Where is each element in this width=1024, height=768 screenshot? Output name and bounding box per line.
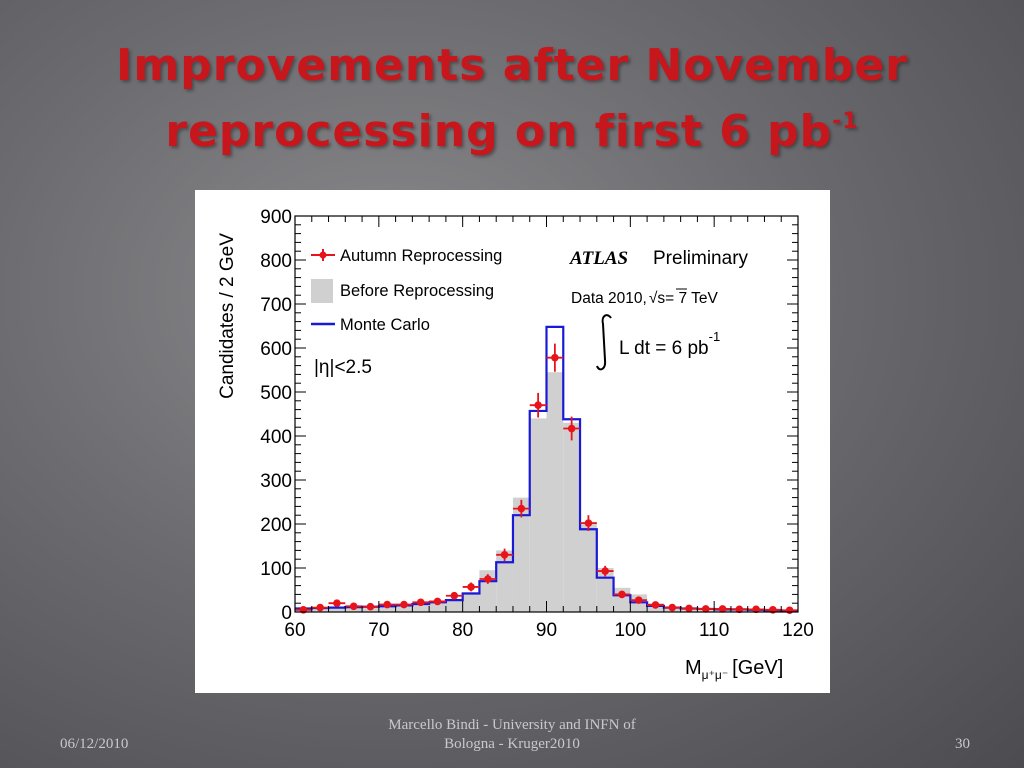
autumn-point [500, 551, 509, 559]
preliminary-label: Preliminary [653, 248, 749, 269]
x-tick-label: 60 [284, 620, 305, 641]
before-bar [378, 605, 396, 612]
y-tick-label: 500 [260, 383, 292, 404]
autumn-point [718, 605, 727, 613]
before-bar [596, 568, 614, 612]
x-axis-label-main: M [685, 657, 702, 679]
autumn-point [366, 602, 375, 611]
integral-symbol [596, 314, 612, 371]
before-bar [328, 606, 346, 612]
autumn-point [450, 591, 459, 600]
autumn-point [316, 603, 324, 612]
autumn-point [484, 575, 492, 583]
footer-date: 06/12/2010 [60, 736, 129, 752]
x-tick-label: 70 [368, 620, 389, 641]
autumn-point [416, 598, 425, 607]
atlas-label: ATLAS [569, 248, 628, 269]
sqrt-s-text: s= 7 TeV [657, 290, 718, 307]
autumn-point [333, 599, 341, 607]
plot-panel: 60 70 80 90 100 110 120 0 100 200 300 400 500 600 700 8… [195, 190, 830, 693]
x-axis-label: Mμ⁺μ⁻ [GeV] [685, 657, 783, 682]
before-bar [462, 592, 480, 612]
page-number: 30 [955, 736, 970, 752]
autumn-point [601, 567, 609, 575]
slide-title: Improvements after November reprocessing… [0, 38, 1024, 160]
lumi-sup: -1 [709, 329, 721, 344]
autumn-point [685, 604, 693, 613]
legend-label-mc: Monte Carlo [340, 316, 430, 334]
x-tick-label: 110 [699, 620, 729, 641]
y-tick-label: 300 [260, 471, 292, 492]
legend-label-before: Before Reprocessing [340, 282, 494, 300]
autumn-point [701, 605, 710, 613]
autumn-point [584, 519, 593, 527]
autumn-point [567, 424, 576, 433]
slide-title-sup: -1 [832, 109, 859, 134]
y-tick-label: 100 [260, 559, 292, 580]
before-bar [429, 601, 446, 612]
y-tick-label: 700 [260, 295, 292, 316]
sqrt-symbol: √ [649, 290, 658, 307]
autumn-point [651, 601, 660, 609]
x-tick-label: 80 [452, 620, 473, 641]
lumi-text: L dt = 6 pb [619, 338, 709, 359]
before-bar [412, 603, 430, 612]
autumn-point [668, 603, 677, 612]
before-bar [512, 497, 530, 612]
lumi-label: L dt = 6 pb-1 [619, 329, 720, 359]
autumn-point [534, 401, 542, 409]
y-tick-label: 400 [260, 427, 292, 448]
x-tick-label: 120 [782, 620, 814, 641]
before-bar [445, 598, 463, 612]
autumn-point [400, 600, 408, 609]
legend-marker-autumn-dot [319, 251, 327, 259]
before-bar [580, 521, 597, 612]
autumn-point [735, 605, 744, 614]
data-year-text: Data 2010, [571, 290, 647, 307]
autumn-point [517, 504, 526, 513]
x-axis-label-sub: μ⁺μ⁻ [702, 668, 729, 682]
legend-marker-before [311, 279, 333, 303]
y-tick-label: 800 [260, 251, 292, 272]
autumn-point [349, 602, 358, 611]
autumn-point [634, 596, 643, 604]
before-bar [563, 422, 581, 612]
x-tick-label: 90 [536, 620, 557, 641]
x-tick-label: 100 [614, 620, 646, 641]
data-label: Data 2010, √s= 7 TeV [571, 290, 718, 307]
y-tick-label: 0 [281, 603, 292, 624]
y-axis-label: Candidates / 2 GeV [217, 233, 238, 399]
slide-title-line2-text: reprocessing on first 6 pb [165, 106, 833, 157]
legend-label-autumn: Autumn Reprocessing [340, 247, 502, 265]
y-tick-label: 200 [260, 515, 292, 536]
y-tick-label: 600 [260, 339, 292, 360]
autumn-point [433, 597, 442, 606]
before-bar [546, 372, 564, 612]
x-axis-label-unit: [GeV] [732, 657, 783, 679]
autumn-point [785, 606, 794, 615]
slide-title-line2: reprocessing on first 6 pb-1 [0, 94, 1024, 160]
slide-title-line1: Improvements after November [116, 40, 908, 91]
eta-cut-label: |η|<2.5 [314, 357, 372, 378]
autumn-point [467, 583, 475, 591]
y-tick-label: 900 [260, 207, 292, 228]
autumn-point [551, 353, 559, 362]
before-bar [496, 550, 513, 612]
footer-author: Marcello Bindi - University and INFN of … [388, 717, 636, 752]
legend: Autumn Reprocessing Before Reprocessing … [311, 247, 502, 334]
autumn-point [383, 600, 392, 609]
autumn-point [618, 590, 626, 599]
before-bar [529, 418, 547, 612]
mass-histogram-chart: 60 70 80 90 100 110 120 0 100 200 300 400 500 600 700 8… [217, 207, 814, 682]
autumn-point [752, 605, 760, 614]
